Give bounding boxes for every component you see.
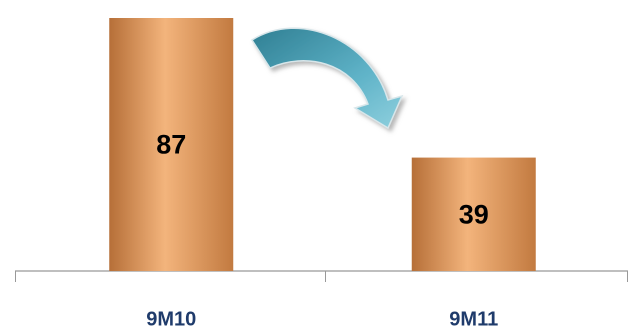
x-tick-label: 9M10 [146,308,196,330]
bar [109,18,234,271]
value-label: 87 [156,130,186,160]
bar [411,157,536,271]
value-label: 39 [459,199,489,229]
x-tick-label: 9M11 [449,308,498,330]
arrow-decoration [250,27,404,130]
